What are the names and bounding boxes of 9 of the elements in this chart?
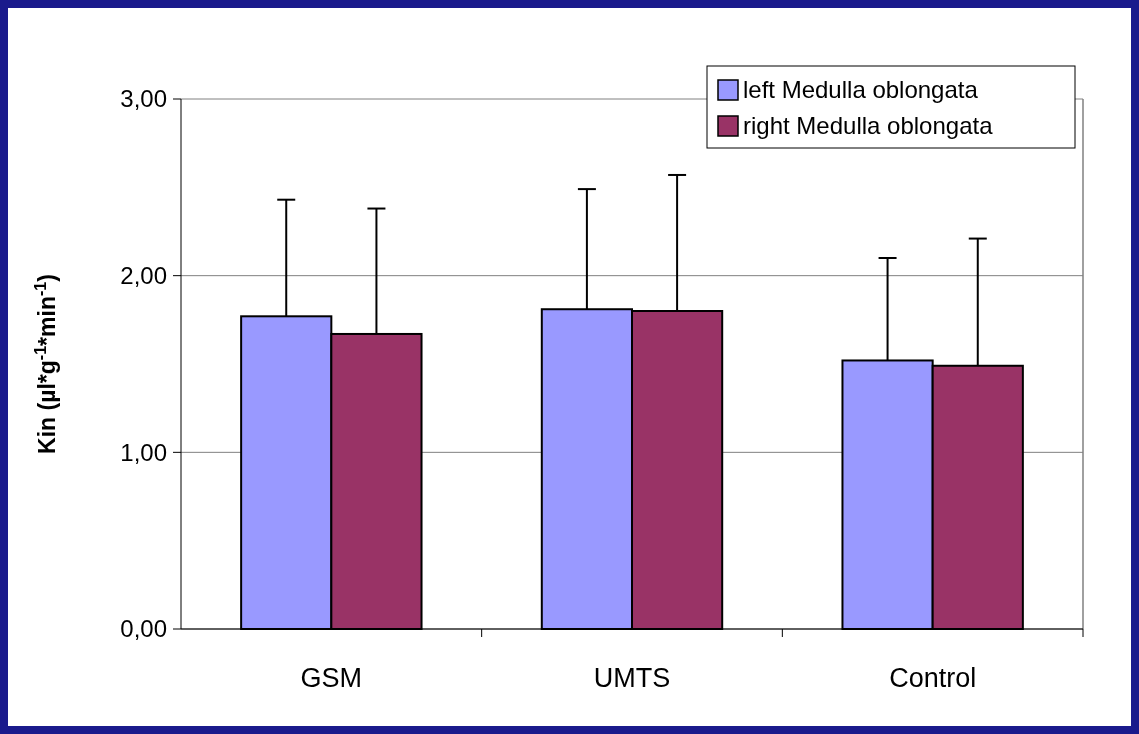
x-tick-label: UMTS <box>593 663 671 693</box>
x-tick-label: GSM <box>300 663 363 693</box>
y-tick-label: 1,00 <box>120 438 167 466</box>
legend-label: left Medulla oblongata <box>743 76 979 103</box>
x-tick-label: Control <box>889 663 977 693</box>
y-tick-label: 2,00 <box>120 262 167 290</box>
y-tick-label: 3,00 <box>120 85 167 113</box>
legend-label: right Medulla oblongata <box>743 112 994 139</box>
y-tick-label: 0,00 <box>120 615 167 643</box>
